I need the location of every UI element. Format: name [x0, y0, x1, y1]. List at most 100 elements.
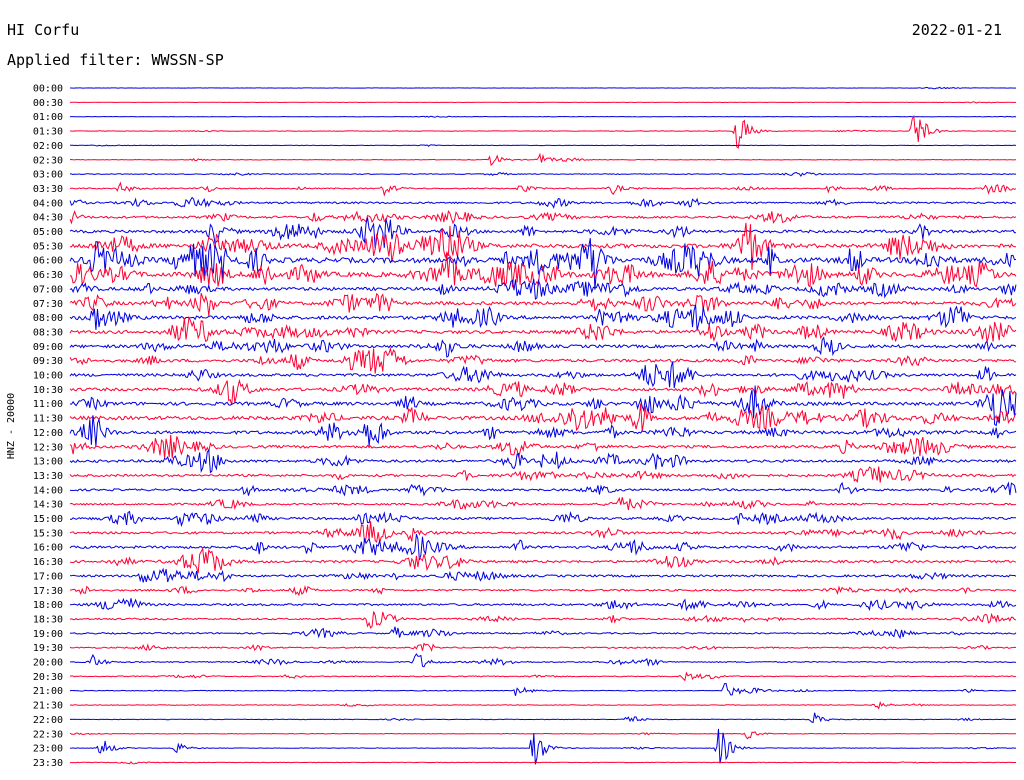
trace-line — [69, 434, 1017, 459]
row-label: 11:00 — [33, 399, 63, 410]
row-label: 19:00 — [33, 629, 63, 640]
trace-line — [69, 731, 1017, 740]
row-label: 20:30 — [33, 672, 63, 683]
y-axis-label: HNZ - 20000 — [6, 393, 17, 459]
trace-line — [69, 253, 1017, 288]
row-label: 18:30 — [33, 614, 63, 625]
trace-line — [69, 304, 1017, 331]
station-title: HI Corfu — [7, 21, 80, 39]
trace-line — [69, 222, 1017, 271]
trace-line — [69, 466, 1017, 484]
trace-line — [69, 238, 1017, 290]
row-label: 10:00 — [33, 371, 63, 382]
row-label: 07:00 — [33, 284, 63, 295]
filter-label: Applied filter: WWSSN-SP — [7, 51, 224, 69]
row-label: 21:00 — [33, 686, 63, 697]
row-label: 00:30 — [33, 98, 63, 109]
row-labels: 00:00 00:30 01:00 01:30 02:00 02:30 03:00 03:30… — [33, 84, 63, 769]
trace-line — [69, 403, 1017, 432]
row-label: 17:00 — [33, 571, 63, 582]
row-label: 03:30 — [33, 184, 63, 195]
trace-line — [69, 567, 1017, 583]
trace-line — [70, 144, 1017, 147]
row-label: 13:30 — [33, 471, 63, 482]
row-label: 05:00 — [33, 227, 63, 238]
row-label: 17:30 — [33, 586, 63, 597]
trace-line — [69, 101, 1016, 104]
trace-line — [69, 712, 1016, 724]
row-label: 04:30 — [33, 213, 63, 224]
trace-line — [69, 671, 1017, 682]
trace-line — [69, 521, 1017, 544]
row-label: 06:00 — [33, 256, 63, 267]
row-label: 07:30 — [33, 299, 63, 310]
row-label: 08:30 — [33, 327, 63, 338]
row-label: 15:30 — [33, 528, 63, 539]
trace-line — [69, 114, 1017, 149]
row-label: 20:00 — [33, 658, 63, 669]
row-label: 00:00 — [33, 84, 63, 95]
trace-line — [69, 700, 1017, 710]
trace-line — [69, 152, 1017, 167]
trace-line — [69, 115, 1017, 118]
trace-line — [69, 611, 1017, 629]
row-label: 21:30 — [33, 701, 63, 712]
trace-line — [69, 597, 1017, 612]
trace-line — [69, 728, 1017, 765]
trace-line — [69, 346, 1017, 374]
trace-line — [69, 278, 1017, 300]
trace-line — [69, 171, 1016, 178]
trace-line — [69, 449, 1017, 474]
row-label: 01:30 — [33, 127, 63, 138]
row-label: 13:00 — [33, 457, 63, 468]
row-label: 05:30 — [33, 241, 63, 252]
row-label: 03:00 — [33, 170, 63, 181]
row-label: 12:30 — [33, 442, 63, 453]
trace-line — [69, 626, 1017, 640]
trace-line — [69, 217, 1016, 249]
row-label: 10:30 — [33, 385, 63, 396]
row-label: 11:30 — [33, 414, 63, 425]
row-label: 14:00 — [33, 485, 63, 496]
trace-line — [69, 642, 1017, 652]
row-label: 23:00 — [33, 744, 63, 755]
trace-line — [70, 481, 1017, 497]
trace-line — [69, 385, 1017, 427]
row-label: 12:00 — [33, 428, 63, 439]
row-label: 09:00 — [33, 342, 63, 353]
row-label: 15:00 — [33, 514, 63, 525]
row-label: 16:00 — [33, 543, 63, 554]
trace-line — [69, 361, 1017, 389]
row-label: 18:00 — [33, 600, 63, 611]
trace-line — [69, 315, 1017, 343]
row-label: 16:30 — [33, 557, 63, 568]
trace-line — [69, 510, 1016, 528]
trace-line — [69, 209, 1017, 225]
trace-line — [69, 292, 1017, 317]
row-label: 08:00 — [33, 313, 63, 324]
trace-line — [69, 181, 1017, 197]
trace-lines — [69, 86, 1017, 765]
trace-line — [69, 585, 1017, 597]
trace-line — [69, 378, 1017, 406]
trace-line — [69, 682, 1017, 696]
trace-line — [69, 336, 1017, 358]
row-label: 06:30 — [33, 270, 63, 281]
trace-line — [69, 415, 1017, 447]
row-label: 14:30 — [33, 500, 63, 511]
row-label: 19:30 — [33, 643, 63, 654]
trace-line — [70, 86, 1017, 90]
row-label: 02:30 — [33, 155, 63, 166]
row-label: 02:00 — [33, 141, 63, 152]
row-label: 23:30 — [33, 758, 63, 769]
row-label: 22:30 — [33, 729, 63, 740]
trace-line — [69, 496, 1017, 511]
row-label: 22:00 — [33, 715, 63, 726]
row-label: 09:30 — [33, 356, 63, 367]
date-label: 2022-01-21 — [911, 21, 1002, 39]
trace-line — [69, 534, 1017, 561]
row-label: 04:00 — [33, 198, 63, 209]
trace-line — [69, 761, 1016, 765]
row-label: 01:00 — [33, 112, 63, 123]
